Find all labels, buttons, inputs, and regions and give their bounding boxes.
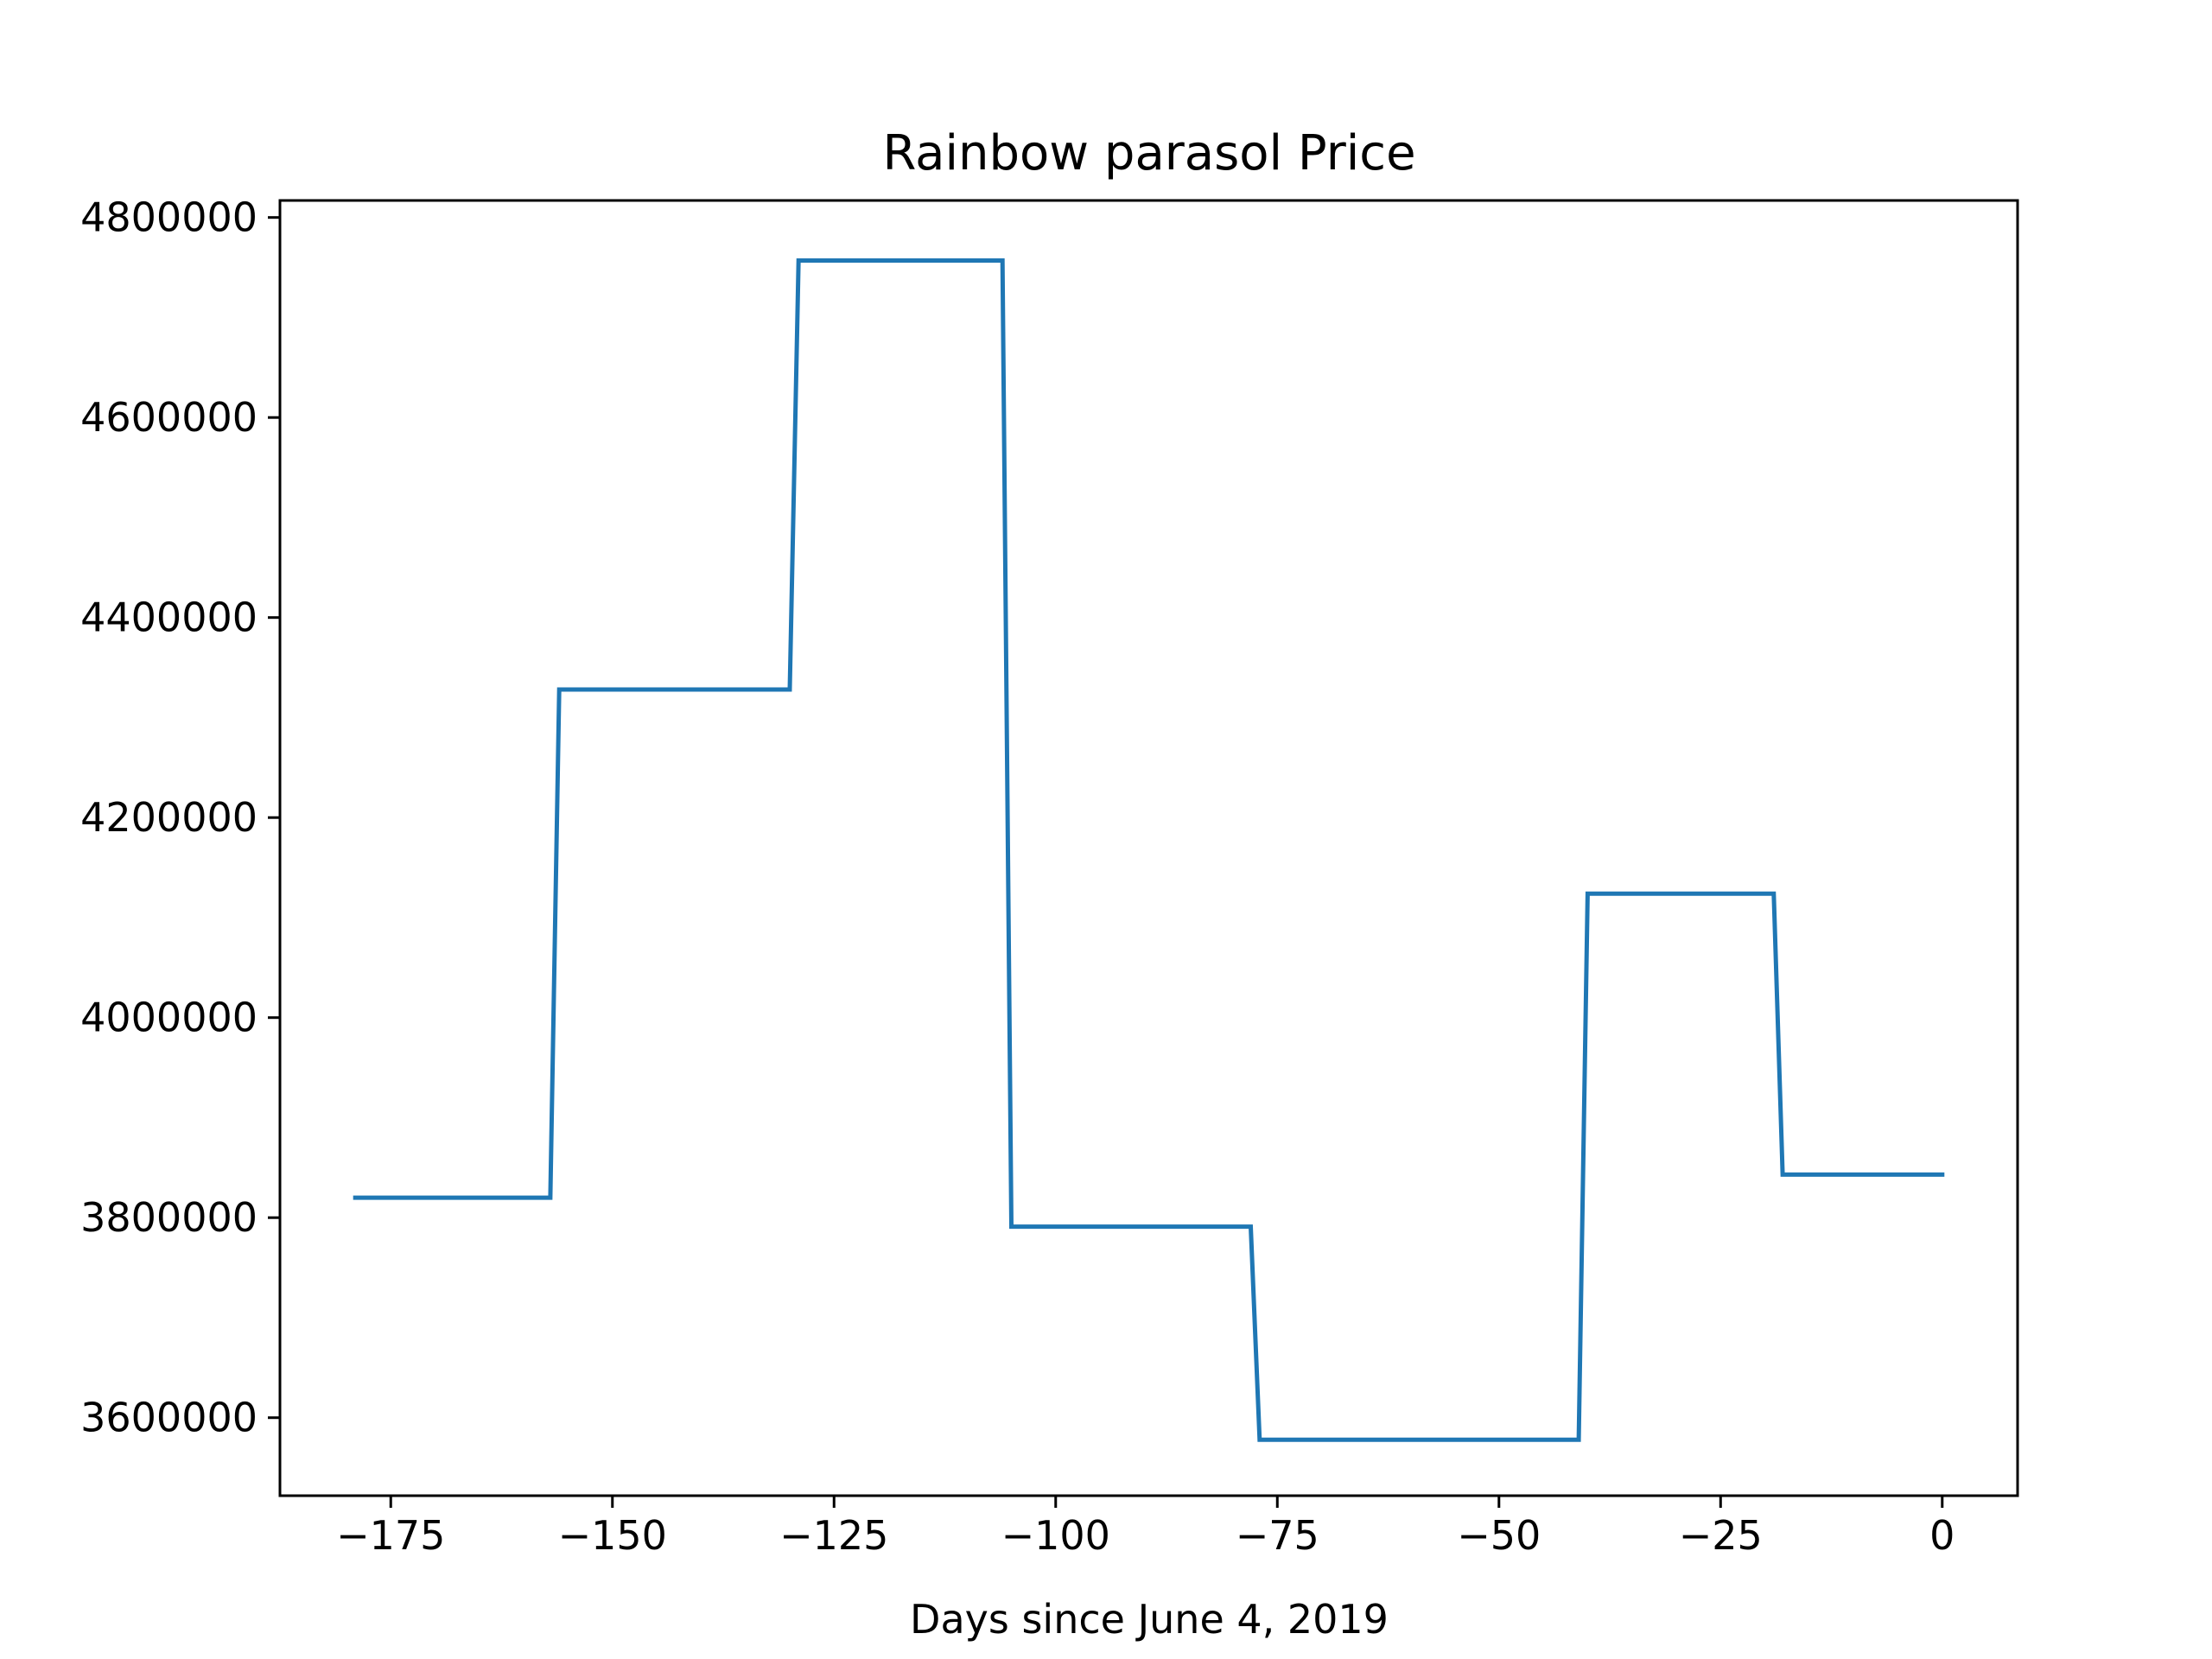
- chart-title: Rainbow parasol Price: [882, 125, 1415, 181]
- x-tick-label: −125: [779, 1512, 888, 1559]
- y-tick-label: 4800000: [80, 194, 257, 241]
- y-tick-label: 4000000: [80, 995, 257, 1041]
- x-tick-label: −150: [558, 1512, 667, 1559]
- x-tick-label: −100: [1001, 1512, 1110, 1559]
- x-tick-label: −175: [336, 1512, 445, 1559]
- y-tick-label: 3600000: [80, 1395, 257, 1441]
- y-tick-label: 4400000: [80, 594, 257, 641]
- y-tick-label: 4200000: [80, 794, 257, 841]
- axes-frame: [278, 199, 2019, 1497]
- x-tick-label: −25: [1679, 1512, 1763, 1559]
- x-axis-label: Days since June 4, 2019: [910, 1596, 1389, 1643]
- x-tick-label: −75: [1236, 1512, 1319, 1559]
- y-tick-label: 3800000: [80, 1194, 257, 1241]
- y-tick-label: 4600000: [80, 394, 257, 441]
- series-line-0: [353, 258, 1945, 1442]
- plot-area: −175 −150 −125 −100 −75 −50 −25 0 3600000 3800000…: [80, 194, 2019, 1559]
- x-tick-label: 0: [1929, 1512, 1955, 1559]
- x-tick-label: −50: [1457, 1512, 1541, 1559]
